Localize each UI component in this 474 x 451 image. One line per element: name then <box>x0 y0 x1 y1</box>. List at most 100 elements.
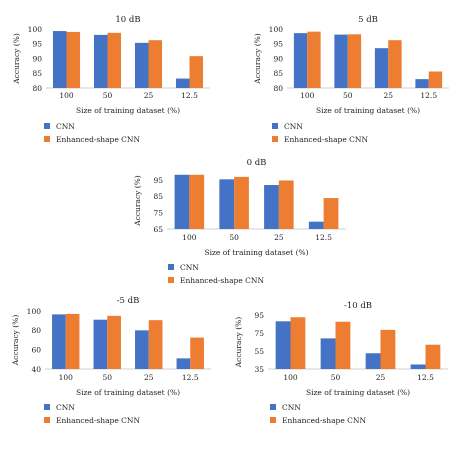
enhanced-cnn-bar <box>380 329 396 369</box>
enhanced-cnn-bar <box>335 321 351 369</box>
legend-swatch <box>270 417 276 423</box>
x-axis-label: Size of training dataset (%) <box>76 388 180 397</box>
legend-label: CNN <box>180 263 199 272</box>
chart-panel-5: -10 dB Accuracy (%) 35 55 75 95 100 50 25 12.5 Siz… <box>234 301 448 425</box>
cnn-bar <box>93 319 108 369</box>
x-tick-label: 100 <box>182 233 197 242</box>
cnn-bar <box>176 358 191 369</box>
enhanced-cnn-bar <box>347 34 362 88</box>
legend-label: Enhanced-shape CNN <box>284 135 368 144</box>
legend-swatch <box>168 277 174 283</box>
y-tick-label: 80 <box>31 326 41 335</box>
cnn-bar <box>219 179 235 229</box>
legend-label: CNN <box>56 403 75 412</box>
y-tick-label: 95 <box>32 40 42 49</box>
legend-swatch <box>272 136 278 142</box>
enhanced-cnn-bar <box>425 344 441 369</box>
cnn-bar <box>374 48 389 88</box>
x-tick-label: 100 <box>283 373 298 382</box>
enhanced-cnn-bar <box>323 198 339 229</box>
enhanced-cnn-bar <box>234 176 249 229</box>
cnn-bar <box>410 364 426 369</box>
x-tick-label: 12.5 <box>182 373 199 382</box>
x-tick-label: 25 <box>144 373 154 382</box>
y-tick-label: 90 <box>32 54 42 63</box>
x-tick-label: 50 <box>103 91 113 100</box>
cnn-bar <box>275 321 291 369</box>
y-tick-label: 80 <box>32 84 42 93</box>
y-tick-label: 100 <box>28 25 43 34</box>
cnn-bar <box>365 353 381 369</box>
y-tick-label: 75 <box>153 209 163 218</box>
y-axis-label: Accuracy (%) <box>11 315 20 367</box>
legend-swatch <box>44 404 50 410</box>
y-tick-label: 95 <box>273 40 283 49</box>
x-tick-label: 25 <box>376 373 386 382</box>
y-axis-label: Accuracy (%) <box>133 175 142 227</box>
cnn-bar <box>134 42 149 88</box>
chart-panel-4: -5 dB Accuracy (%) 40 60 80 100 100 50 25 12.5Siz… <box>11 296 211 425</box>
x-axis-label: Size of training dataset (%) <box>316 106 420 115</box>
x-tick-label: 25 <box>144 91 154 100</box>
legend-swatch <box>168 264 174 270</box>
y-tick-label: 40 <box>31 365 41 374</box>
x-axis-label: Size of training dataset (%) <box>204 248 308 257</box>
y-tick-label: 95 <box>153 176 163 185</box>
legend-swatch <box>272 123 278 129</box>
legend-label: Enhanced-shape CNN <box>282 416 366 425</box>
y-axis-label: Accuracy (%) <box>253 33 262 85</box>
x-tick-label: 12.5 <box>315 233 332 242</box>
y-tick-label: 65 <box>153 225 163 234</box>
y-tick-label: 100 <box>269 25 284 34</box>
cnn-bar <box>293 33 308 88</box>
x-axis-label: Size of training dataset (%) <box>306 388 410 397</box>
y-tick-label: 95 <box>254 311 264 320</box>
y-tick-label: 100 <box>27 307 42 316</box>
chart-title: 5 dB <box>358 15 378 25</box>
x-axis-label: Size of training dataset (%) <box>76 106 180 115</box>
y-tick-label: 35 <box>254 365 264 374</box>
enhanced-cnn-bar <box>65 313 80 369</box>
y-axis-label: Accuracy (%) <box>234 317 243 369</box>
legend-swatch <box>44 123 50 129</box>
chart-panel-2: 5 dB Accuracy (%) 80 85 90 95 100 100 50 25 12.5Si… <box>253 15 449 144</box>
enhanced-cnn-bar <box>290 317 306 369</box>
enhanced-cnn-bar <box>189 174 205 229</box>
chart-title: 0 dB <box>247 158 267 168</box>
x-tick-label: 12.5 <box>420 91 437 100</box>
chart-title: 10 dB <box>115 15 140 25</box>
x-tick-label: 25 <box>274 233 284 242</box>
cnn-bar <box>93 34 108 88</box>
enhanced-cnn-bar <box>148 320 163 369</box>
x-tick-label: 50 <box>229 233 239 242</box>
x-tick-label: 100 <box>300 91 315 100</box>
enhanced-cnn-bar <box>278 180 294 229</box>
cnn-bar <box>308 221 324 229</box>
enhanced-cnn-bar <box>107 32 122 88</box>
enhanced-cnn-bar <box>189 56 204 88</box>
x-tick-label: 100 <box>59 373 74 382</box>
legend-label: CNN <box>284 122 303 131</box>
y-tick-label: 60 <box>31 345 41 354</box>
y-tick-label: 75 <box>254 329 264 338</box>
enhanced-cnn-bar <box>66 31 81 88</box>
y-tick-label: 85 <box>153 192 163 201</box>
x-tick-label: 50 <box>343 91 353 100</box>
enhanced-cnn-bar <box>148 40 163 88</box>
legend-label: Enhanced-shape CNN <box>56 416 140 425</box>
y-axis-label: Accuracy (%) <box>12 33 21 85</box>
cnn-bar <box>175 78 190 88</box>
enhanced-cnn-bar <box>107 315 121 369</box>
x-tick-label: 25 <box>383 91 393 100</box>
cnn-bar <box>415 79 429 88</box>
x-tick-label: 50 <box>102 373 112 382</box>
chart-title: -10 dB <box>344 301 372 311</box>
chart-title: -5 dB <box>117 296 140 306</box>
enhanced-cnn-bar <box>190 337 204 369</box>
cnn-bar <box>52 31 67 88</box>
legend-swatch <box>44 136 50 142</box>
y-tick-label: 85 <box>273 69 283 78</box>
cnn-bar <box>320 338 336 369</box>
